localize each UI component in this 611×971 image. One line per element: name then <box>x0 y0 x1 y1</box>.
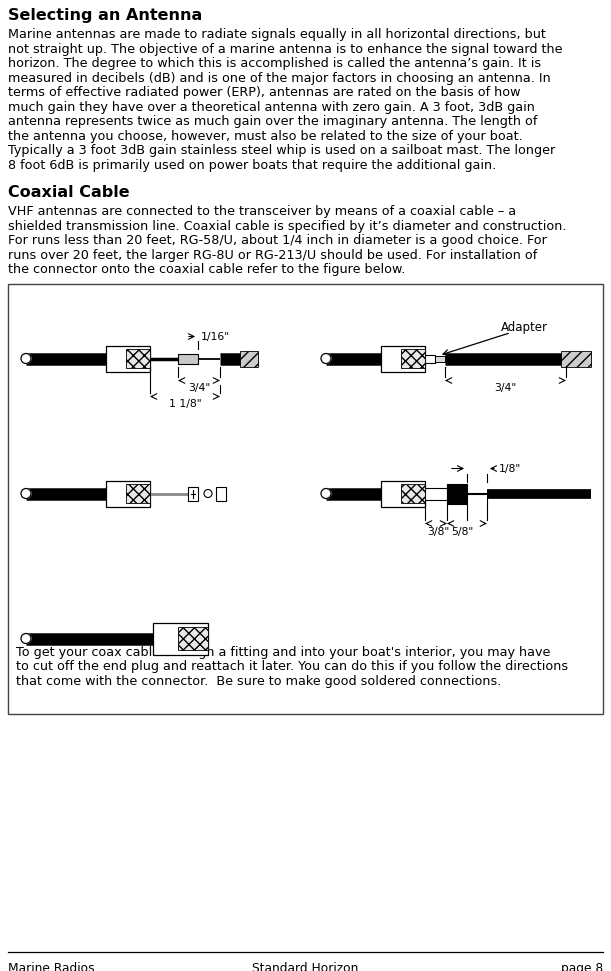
Text: Standard Horizon: Standard Horizon <box>252 962 358 971</box>
Text: 1 1/8": 1 1/8" <box>169 398 201 409</box>
Bar <box>126 350 150 368</box>
Text: much gain they have over a theoretical antenna with zero gain. A 3 foot, 3dB gai: much gain they have over a theoretical a… <box>8 101 535 114</box>
Text: shielded transmission line. Coaxial cable is specified by it’s diameter and cons: shielded transmission line. Coaxial cabl… <box>8 219 566 232</box>
Text: 3/4": 3/4" <box>494 383 517 392</box>
Text: 8 foot 6dB is primarily used on power boats that require the additional gain.: 8 foot 6dB is primarily used on power bo… <box>8 158 496 172</box>
Text: the antenna you choose, however, must also be related to the size of your boat.: the antenna you choose, however, must al… <box>8 129 523 143</box>
Text: Coaxial Cable: Coaxial Cable <box>8 185 130 200</box>
Bar <box>561 351 591 366</box>
Bar <box>435 355 445 361</box>
Bar <box>8 284 603 714</box>
Circle shape <box>321 353 331 363</box>
Bar <box>447 484 467 504</box>
Text: 1/16": 1/16" <box>201 331 230 342</box>
Text: not straight up. The objective of a marine antenna is to enhance the signal towa: not straight up. The objective of a mari… <box>8 43 563 55</box>
Text: page 8: page 8 <box>561 962 603 971</box>
Text: VHF antennas are connected to the transceiver by means of a coaxial cable – a: VHF antennas are connected to the transc… <box>8 205 516 218</box>
Text: Selecting an Antenna: Selecting an Antenna <box>8 8 202 23</box>
Circle shape <box>321 488 331 498</box>
Text: Marine Radios: Marine Radios <box>8 962 95 971</box>
Bar <box>425 354 435 362</box>
Bar <box>401 350 425 368</box>
Bar <box>153 622 208 654</box>
Text: Adapter: Adapter <box>501 320 548 333</box>
Text: 3/4": 3/4" <box>188 383 210 392</box>
Text: 5/8": 5/8" <box>451 526 474 537</box>
Text: that come with the connector.  Be sure to make good soldered connections.: that come with the connector. Be sure to… <box>16 675 502 687</box>
Circle shape <box>21 633 31 644</box>
Bar <box>425 487 447 499</box>
Text: 3/8": 3/8" <box>427 526 449 537</box>
Bar <box>126 485 150 503</box>
Text: For runs less than 20 feet, RG-58/U, about 1/4 inch in diameter is a good choice: For runs less than 20 feet, RG-58/U, abo… <box>8 234 547 247</box>
Text: runs over 20 feet, the larger RG-8U or RG-213/U should be used. For installation: runs over 20 feet, the larger RG-8U or R… <box>8 249 537 261</box>
Bar <box>381 481 425 507</box>
Text: 1/8": 1/8" <box>499 463 521 474</box>
Text: antenna represents twice as much gain over the imaginary antenna. The length of: antenna represents twice as much gain ov… <box>8 115 538 128</box>
Bar <box>188 486 198 500</box>
Bar <box>178 627 208 650</box>
Circle shape <box>21 353 31 363</box>
Text: the connector onto the coaxial cable refer to the figure below.: the connector onto the coaxial cable ref… <box>8 263 405 276</box>
Text: to cut off the end plug and reattach it later. You can do this if you follow the: to cut off the end plug and reattach it … <box>16 660 568 673</box>
Bar <box>240 351 258 366</box>
Bar <box>106 481 150 507</box>
Text: Typically a 3 foot 3dB gain stainless steel whip is used on a sailboat mast. The: Typically a 3 foot 3dB gain stainless st… <box>8 144 555 157</box>
Text: Marine antennas are made to radiate signals equally in all horizontal directions: Marine antennas are made to radiate sign… <box>8 28 546 41</box>
Bar <box>178 353 198 363</box>
Text: horizon. The degree to which this is accomplished is called the antenna’s gain. : horizon. The degree to which this is acc… <box>8 57 541 70</box>
Bar <box>381 346 425 372</box>
Text: terms of effective radiated power (ERP), antennas are rated on the basis of how: terms of effective radiated power (ERP),… <box>8 86 521 99</box>
Bar <box>216 486 226 500</box>
Circle shape <box>204 489 212 497</box>
Text: measured in decibels (dB) and is one of the major factors in choosing an antenna: measured in decibels (dB) and is one of … <box>8 72 551 84</box>
Text: To get your coax cable through a fitting and into your boat's interior, you may : To get your coax cable through a fitting… <box>16 646 551 658</box>
Bar <box>401 485 425 503</box>
Bar <box>106 346 150 372</box>
Circle shape <box>21 488 31 498</box>
